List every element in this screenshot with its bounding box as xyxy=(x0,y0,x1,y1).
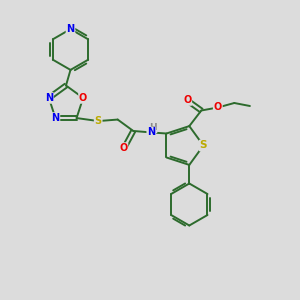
Text: H: H xyxy=(149,124,157,133)
Text: N: N xyxy=(66,24,75,34)
Text: N: N xyxy=(147,128,155,137)
Text: N: N xyxy=(45,93,53,103)
Text: O: O xyxy=(119,143,128,153)
Text: N: N xyxy=(51,113,59,123)
Text: O: O xyxy=(183,95,191,105)
Text: O: O xyxy=(214,103,222,112)
Text: O: O xyxy=(79,93,87,103)
Text: S: S xyxy=(94,116,102,126)
Text: S: S xyxy=(200,140,207,151)
